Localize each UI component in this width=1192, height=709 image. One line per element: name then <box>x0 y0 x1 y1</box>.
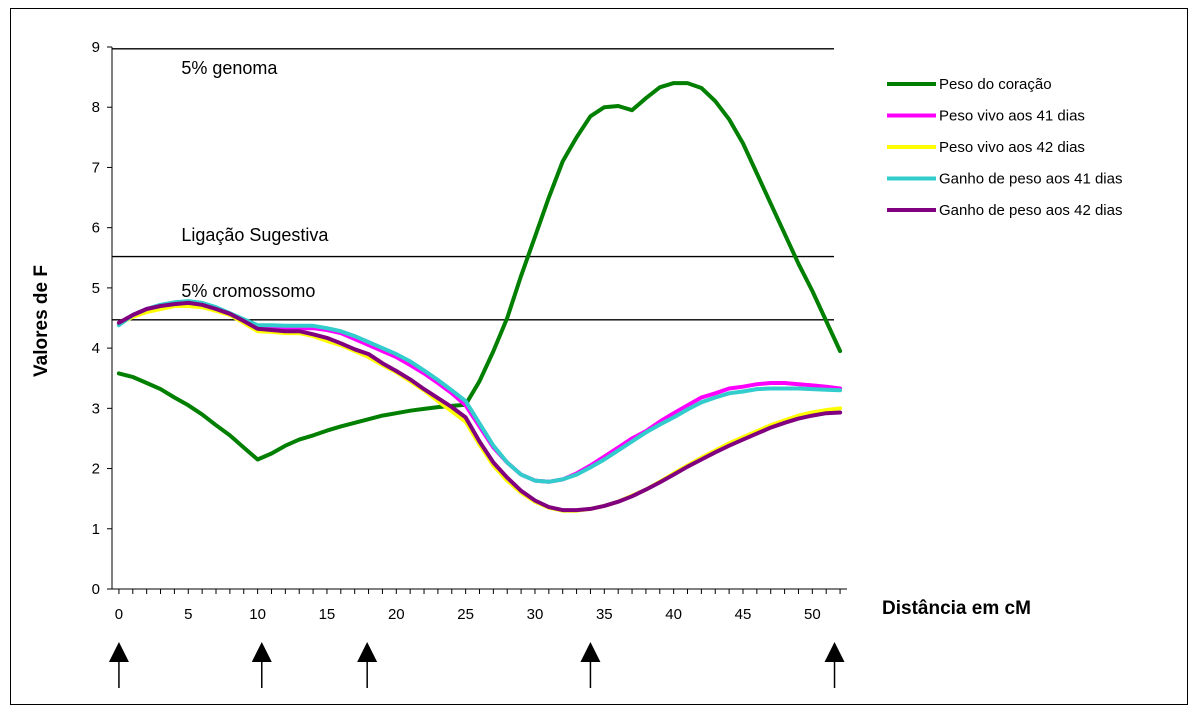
x-tick-label: 0 <box>115 606 123 623</box>
locus-arrow-head <box>108 642 129 662</box>
series-line-3 <box>116 304 843 513</box>
locus-arrow-head <box>580 642 601 662</box>
locus-arrow-icon <box>824 642 845 688</box>
legend-entry-label: Peso vivo aos 42 dias <box>939 139 1085 156</box>
legend: Peso do coração Peso vivo aos 41 dias Peso… <box>887 76 1122 219</box>
locus-arrow-icon <box>251 642 272 688</box>
locus-arrow-icon <box>108 642 129 688</box>
x-tick-label: 35 <box>596 606 613 623</box>
locus-arrow-icon <box>580 642 601 688</box>
y-tick-label: 9 <box>92 39 100 56</box>
x-tick-label: 15 <box>319 606 336 623</box>
legend-entry-label: Ganho de peso aos 41 dias <box>939 171 1122 188</box>
y-tick-label: 1 <box>92 521 100 538</box>
legend-entry-label: Peso vivo aos 41 dias <box>939 108 1085 125</box>
x-tick-label: 5 <box>184 606 192 623</box>
locus-arrow-head <box>357 642 378 662</box>
y-tick-label: 5 <box>92 280 100 297</box>
threshold-label: Ligação Sugestiva <box>181 225 329 245</box>
locus-arrow-head <box>251 642 272 662</box>
x-axis-title: Distância em cM <box>882 598 1031 619</box>
y-tick-label: 8 <box>92 99 100 116</box>
series-lines <box>116 81 843 513</box>
x-tick-label: 25 <box>457 606 474 623</box>
x-tick-label: 45 <box>735 606 752 623</box>
y-axis-title: Valores de F <box>31 265 52 377</box>
y-tick-label: 0 <box>92 581 100 598</box>
series-line-5 <box>116 300 843 513</box>
y-tick-label: 4 <box>92 340 100 357</box>
threshold-label: 5% genoma <box>181 58 278 78</box>
x-axis: 0 5 10 15 20 25 30 35 40 45 50 <box>112 588 847 623</box>
locus-arrow-head <box>824 642 845 662</box>
legend-entry-label: Ganho de peso aos 42 dias <box>939 202 1122 219</box>
threshold-label: 5% cromossomo <box>181 281 315 301</box>
x-tick-label: 10 <box>249 606 266 623</box>
x-tick-label: 50 <box>804 606 821 623</box>
threshold-lines: 5% genoma Ligação Sugestiva 5% cromossomo <box>112 48 834 321</box>
legend-entry-label: Peso do coração <box>939 76 1052 93</box>
y-tick-label: 6 <box>92 220 100 237</box>
y-tick-label: 3 <box>92 400 100 417</box>
locus-arrow-icon <box>357 642 378 688</box>
x-tick-label: 20 <box>388 606 405 623</box>
y-tick-label: 2 <box>92 461 100 478</box>
y-tick-label: 7 <box>92 159 100 176</box>
y-axis: 0 1 2 3 4 5 6 7 8 9 <box>92 39 113 598</box>
x-tick-label: 30 <box>527 606 544 623</box>
locus-markers <box>108 642 845 688</box>
chart-frame <box>10 8 1188 705</box>
series-line-1 <box>116 81 843 462</box>
series-line-4 <box>116 299 843 484</box>
x-tick-label: 40 <box>665 606 682 623</box>
